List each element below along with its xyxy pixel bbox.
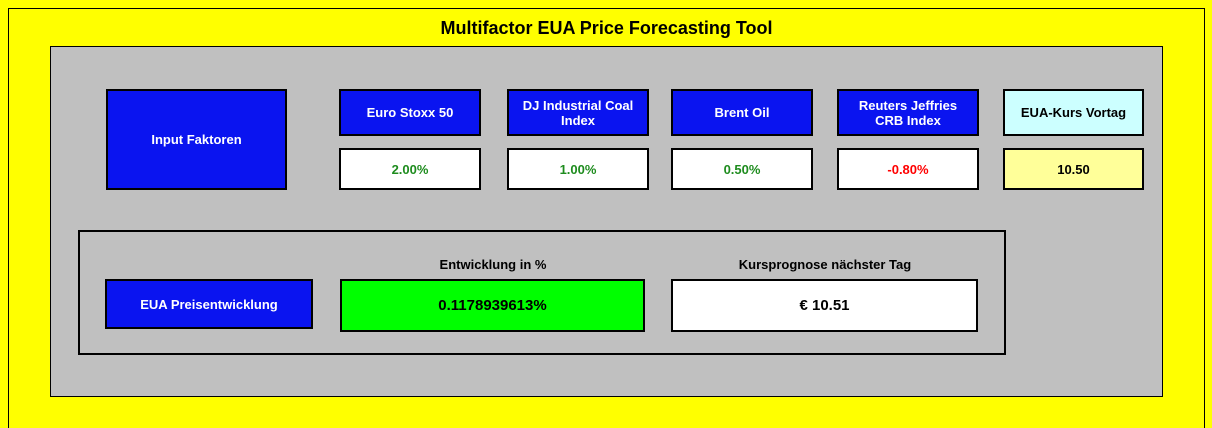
factor-value: 2.00%: [339, 148, 481, 190]
change-name: Entwicklung in %: [439, 257, 547, 272]
forecast-value: € 10.51: [671, 279, 978, 332]
factor-name: DJ Industrial Coal Index: [507, 89, 649, 136]
factor-name: Euro Stoxx 50: [339, 89, 481, 136]
result-label: EUA Preisentwicklung: [105, 279, 313, 329]
outer-frame: [8, 8, 1205, 428]
title: Multifactor EUA Price Forecasting Tool: [440, 18, 773, 38]
factor-value: 0.50%: [671, 148, 813, 190]
factor-value: -0.80%: [837, 148, 979, 190]
input-label: Input Faktoren: [106, 89, 287, 190]
change-value: 0.1178939613%: [340, 279, 645, 332]
factor-name: Brent Oil: [671, 89, 813, 136]
factor-name: Reuters Jeffries CRB Index: [837, 89, 979, 136]
previous-value: 10.50: [1003, 148, 1144, 190]
previous-name: EUA-Kurs Vortag: [1003, 89, 1144, 136]
result-frame: [78, 230, 1006, 355]
factor-value: 1.00%: [507, 148, 649, 190]
forecast-name: Kursprognose nächster Tag: [738, 257, 912, 272]
